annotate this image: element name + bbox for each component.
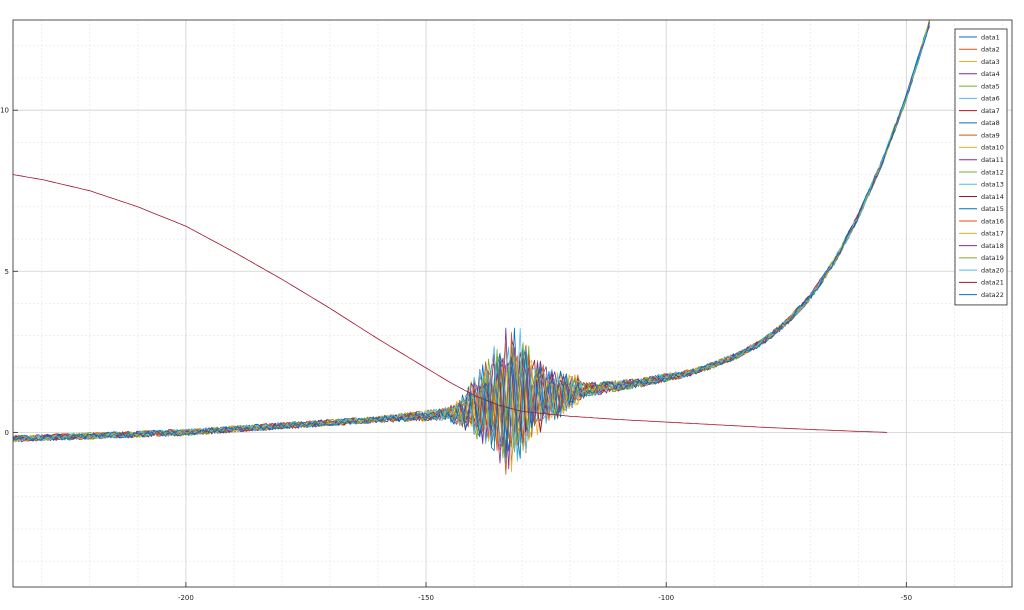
- legend-label-data4: data4: [981, 70, 1000, 78]
- legend-label-data5: data5: [981, 82, 1000, 90]
- x-tick-label: -50: [901, 594, 912, 602]
- legend-label-data7: data7: [981, 107, 1000, 115]
- plot-area: -200 -150 -100 -500510data1data2data3data4d…: [0, 19, 1013, 602]
- legend-label-data19: data19: [981, 254, 1004, 262]
- legend-label-data9: data9: [981, 131, 1000, 139]
- legend-label-data18: data18: [981, 242, 1004, 250]
- legend-label-data17: data17: [981, 230, 1004, 238]
- legend-label-data6: data6: [981, 95, 1000, 103]
- legend-label-data20: data20: [981, 266, 1004, 274]
- legend-label-data11: data11: [981, 156, 1004, 164]
- legend-label-data2: data2: [981, 46, 1000, 54]
- axes-box: [12, 19, 1013, 588]
- legend-box: [954, 28, 1008, 306]
- series-group: [13, 20, 930, 475]
- legend-label-data8: data8: [981, 119, 1000, 127]
- y-tick-label: 10: [0, 107, 9, 115]
- legend-label-data13: data13: [981, 181, 1004, 189]
- x-tick-label: -200: [178, 594, 194, 602]
- y-tick-label: 0: [5, 429, 9, 437]
- legend-label-data10: data10: [981, 144, 1004, 152]
- legend-label-data3: data3: [981, 58, 1000, 66]
- x-tick-label: -150: [418, 594, 434, 602]
- legend: data1 data2 data3 data4 data5 data6 data7 data8…: [954, 28, 1008, 306]
- legend-label-data21: data21: [981, 279, 1004, 287]
- x-tick-label: -100: [658, 594, 674, 602]
- series-line-data21: [13, 174, 888, 433]
- legend-label-data12: data12: [981, 168, 1004, 176]
- legend-label-data15: data15: [981, 205, 1004, 213]
- legend-label-data16: data16: [981, 217, 1004, 225]
- legend-label-data22: data22: [981, 291, 1004, 299]
- series-line-data22: [13, 21, 930, 459]
- y-tick-label: 5: [5, 268, 9, 276]
- legend-label-data14: data14: [981, 193, 1004, 201]
- legend-label-data1: data1: [981, 33, 1000, 41]
